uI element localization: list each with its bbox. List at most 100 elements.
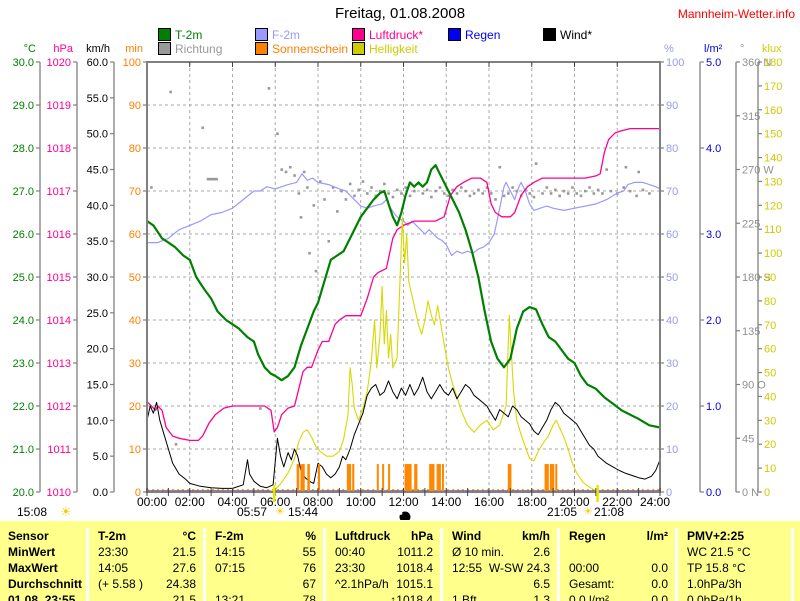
table-row-label: Durchschnitt (8, 577, 83, 591)
legend-swatch (255, 42, 268, 55)
table-cell: 0.0 l/m² 0.0 (557, 592, 675, 601)
table-col-header: Wind km/h (440, 528, 557, 544)
svg-text:20: 20 (666, 401, 678, 413)
svg-text:1.0: 1.0 (706, 401, 721, 413)
page-title: Freitag, 01.08.2008 (334, 5, 466, 22)
svg-text:24:00: 24:00 (640, 495, 670, 509)
svg-text:1013: 1013 (47, 358, 71, 370)
legend-label: F-2m (272, 28, 300, 42)
svg-text:45.0: 45.0 (87, 165, 108, 177)
svg-text:1014: 1014 (47, 315, 71, 327)
svg-text:170: 170 (764, 81, 782, 93)
table-header-row: Sensor T-2m °C F-2m% Luftdruck hPa Wind km/h Reg… (0, 528, 800, 544)
svg-text:40: 40 (764, 391, 776, 403)
legend-item-sonnenschein: Sonnenschein (255, 42, 348, 56)
legend-swatch (158, 42, 171, 55)
svg-text:45: 45 (742, 433, 754, 445)
svg-text:10: 10 (129, 444, 141, 456)
table-cell: 6.5 (440, 576, 557, 592)
table-row-label: MaxWert (8, 561, 58, 575)
after-sunrise-label: 15:44 (288, 505, 319, 519)
legend-swatch (255, 28, 268, 41)
svg-text:80: 80 (764, 296, 776, 308)
svg-text:24.0: 24.0 (13, 315, 34, 327)
table-cell (557, 544, 675, 560)
table-cell: 13:21 78 (203, 592, 323, 601)
svg-text:60: 60 (764, 344, 776, 356)
svg-text:27.0: 27.0 (13, 186, 34, 198)
table-edge (791, 560, 800, 576)
table-row: MaxWert 14:05 27.6 07:15 76 23:30 1018.4 12:55 W… (0, 560, 800, 576)
svg-text:1011: 1011 (47, 444, 71, 456)
stats-table: Sensor T-2m °C F-2m% Luftdruck hPa Wind km/h Reg… (0, 521, 800, 601)
svg-text:1019: 1019 (47, 100, 71, 112)
weather-chart: 20.0 21.0 22.0 23.0 24.0 25.0 26.0 27.0 28.0 29.0… (13, 43, 782, 520)
svg-text:5.0: 5.0 (706, 57, 721, 69)
svg-text:30.0: 30.0 (13, 57, 34, 69)
svg-text:26.0: 26.0 (13, 229, 34, 241)
svg-text:100: 100 (764, 248, 782, 260)
moonset-time-label: 21:08 (594, 505, 625, 519)
svg-text:90: 90 (666, 100, 678, 112)
svg-text:55.0: 55.0 (87, 93, 108, 105)
table-col-header: T-2m °C (86, 528, 203, 544)
legend-label: T-2m (175, 28, 203, 42)
svg-text:02:00: 02:00 (175, 495, 205, 509)
table-col-header: PMV+2:25 (675, 528, 791, 544)
legend-label: Helligkeit (369, 42, 418, 56)
svg-text:25.0: 25.0 (13, 272, 34, 284)
svg-text:0 N: 0 N (742, 487, 759, 499)
legend-item-luftdruck: Luftdruck* (352, 28, 423, 42)
svg-text:16:00: 16:00 (474, 495, 504, 509)
svg-text:90: 90 (129, 100, 141, 112)
svg-text:20.0: 20.0 (87, 344, 108, 356)
legend-swatch (158, 28, 171, 41)
svg-text:°: ° (740, 43, 744, 55)
table-edge (791, 576, 800, 592)
svg-text:18:00: 18:00 (517, 495, 547, 509)
svg-text:50.0: 50.0 (87, 129, 108, 141)
svg-text:180 S: 180 S (742, 272, 771, 284)
svg-text:0: 0 (764, 487, 770, 499)
svg-text:1012: 1012 (47, 401, 71, 413)
svg-text:150: 150 (764, 129, 782, 141)
svg-text:50: 50 (129, 272, 141, 284)
svg-text:00:00: 00:00 (137, 495, 167, 509)
table-edge (791, 528, 800, 544)
table-row-label: MinWert (8, 545, 56, 559)
svg-text:50: 50 (666, 272, 678, 284)
legend-label: Regen (465, 28, 501, 42)
day-length-label: 15:08 (17, 505, 48, 519)
table-cell: 21.5 (86, 592, 203, 601)
svg-text:120: 120 (764, 200, 782, 212)
site-link[interactable]: Mannheim-Wetter.info (677, 7, 795, 21)
svg-text:29.0: 29.0 (13, 100, 34, 112)
svg-text:110: 110 (764, 224, 782, 236)
svg-text:1016: 1016 (47, 229, 71, 241)
svg-text:klux: klux (762, 43, 782, 55)
legend-swatch (448, 28, 461, 41)
svg-text:l/m²: l/m² (704, 43, 723, 55)
svg-text:0: 0 (666, 487, 672, 499)
svg-text:70: 70 (666, 186, 678, 198)
svg-text:50: 50 (764, 368, 776, 380)
sunset-icon: ☀ (583, 506, 593, 518)
svg-text:130: 130 (764, 176, 782, 188)
svg-text:30.0: 30.0 (87, 272, 108, 284)
svg-text:80: 80 (129, 143, 141, 155)
table-row: Durchschnitt (+ 5.58 ) 24.38 67 ^2.1hPa/h 101… (0, 576, 800, 592)
sun-icon: ☀ (60, 504, 72, 519)
legend-item-wind: Wind* (543, 28, 592, 42)
svg-text:22.0: 22.0 (13, 401, 34, 413)
svg-text:40.0: 40.0 (87, 200, 108, 212)
svg-text:160: 160 (764, 105, 782, 117)
legend-item-t2m: T-2m (158, 28, 203, 42)
svg-text:80: 80 (666, 143, 678, 155)
sunrise-time-label: 05:57 (237, 505, 268, 519)
svg-text:10: 10 (764, 463, 776, 475)
sunrise-icon: ☀ (275, 506, 285, 518)
svg-text:2.0: 2.0 (706, 315, 721, 327)
table-edge (791, 544, 800, 560)
svg-text:km/h: km/h (86, 43, 110, 55)
svg-text:135: 135 (742, 326, 760, 338)
